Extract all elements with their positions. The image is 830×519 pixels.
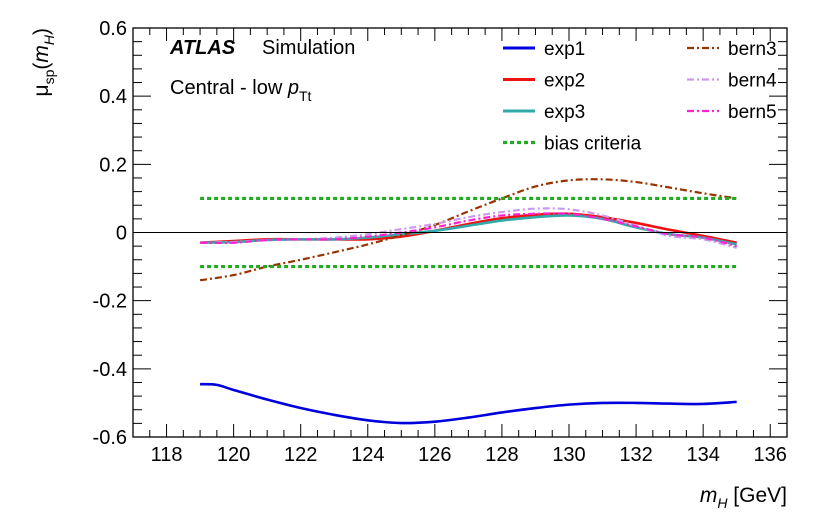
legend-label-exp2: exp2 (544, 71, 585, 92)
simulation-label: Simulation (262, 37, 355, 59)
region-label: Central - low pTt (170, 77, 311, 104)
atlas-label: ATLAS (169, 37, 236, 59)
series-line-bern3 (199, 178, 737, 282)
y-tick-label: 0.6 (99, 18, 127, 40)
series-line-exp1 (200, 382, 737, 425)
legend-label-exp3: exp3 (544, 102, 585, 123)
x-tick-label: 120 (217, 444, 250, 466)
x-tick-label: 130 (552, 444, 585, 466)
y-tick-label: -0.4 (93, 359, 127, 381)
legend-label-bern3: bern3 (728, 39, 777, 60)
x-tick-label: 122 (284, 444, 317, 466)
series-line-bern5 (200, 212, 737, 248)
x-tick-label: 118 (151, 444, 183, 466)
y-axis-title: μsp(mH) (30, 28, 57, 97)
x-tick-label: 126 (418, 444, 451, 466)
y-tick-label: 0.2 (99, 154, 127, 176)
y-tick-label: 0.4 (99, 86, 127, 108)
y-tick-label: 0 (116, 223, 127, 245)
x-tick-label: 134 (686, 444, 719, 466)
x-tick-label: 132 (619, 444, 652, 466)
y-tick-label: -0.2 (93, 291, 127, 313)
x-tick-label: 136 (754, 444, 787, 466)
legend-label-bias-criteria: bias criteria (544, 134, 642, 155)
legend-label-bern5: bern5 (728, 102, 777, 123)
x-axis-title: mH [GeV] (700, 484, 787, 511)
legend-label-bern4: bern4 (728, 71, 777, 92)
legend-label-exp1: exp1 (544, 39, 585, 60)
x-tick-label: 128 (485, 444, 518, 466)
x-tick-label: 124 (351, 444, 384, 466)
y-tick-label: -0.6 (93, 427, 127, 449)
